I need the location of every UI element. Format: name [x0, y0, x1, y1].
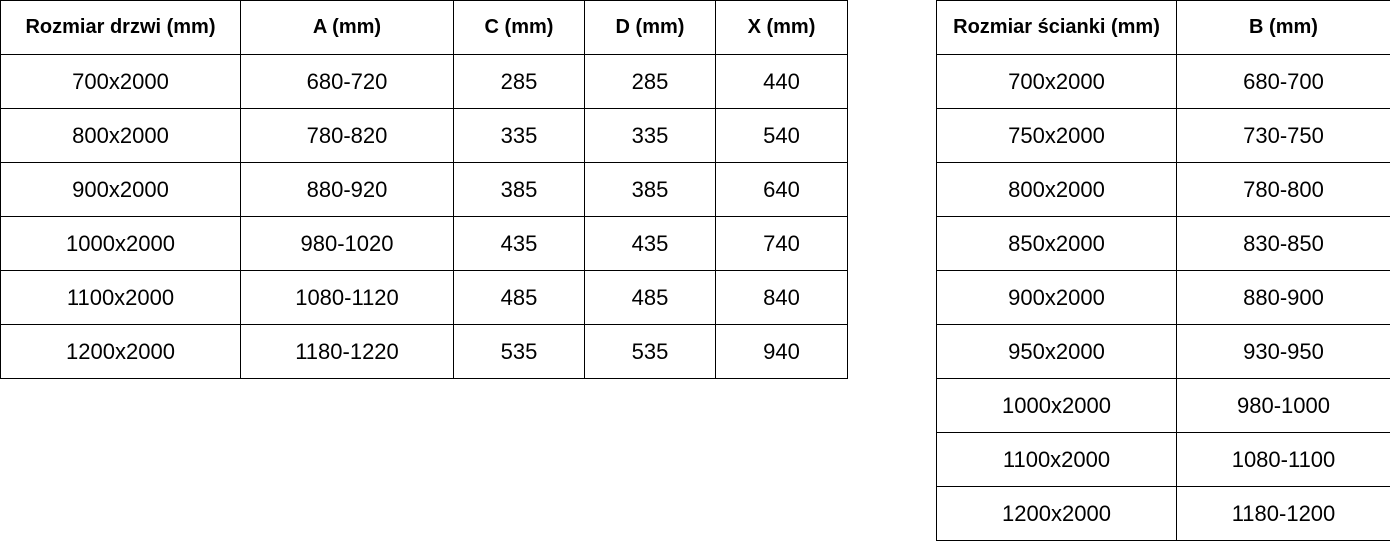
table-cell: 700x2000 [0, 54, 241, 109]
table-cell: 940 [715, 324, 848, 379]
table-row: 800x2000 780-800 [936, 162, 1390, 217]
table-cell: 680-700 [1176, 54, 1390, 109]
table-cell: 540 [715, 108, 848, 163]
table-cell: 900x2000 [936, 270, 1177, 325]
table-row: 800x2000 780-820 335 335 540 [0, 108, 848, 163]
door-sizes-table: Rozmiar drzwi (mm) A (mm) C (mm) D (mm) X (m… [0, 0, 848, 379]
table-cell: 485 [453, 270, 585, 325]
table-cell: 800x2000 [0, 108, 241, 163]
header-row: Rozmiar ścianki (mm) B (mm) [936, 0, 1390, 55]
table-cell: 640 [715, 162, 848, 217]
column-header: X (mm) [715, 0, 848, 55]
table-cell: 980-1020 [240, 216, 454, 271]
table-cell: 1180-1220 [240, 324, 454, 379]
wall-panel-sizes-table: Rozmiar ścianki (mm) B (mm) 700x2000 680-70… [936, 0, 1390, 541]
column-header: A (mm) [240, 0, 454, 55]
table-cell: 440 [715, 54, 848, 109]
header-row: Rozmiar drzwi (mm) A (mm) C (mm) D (mm) X (m… [0, 0, 848, 55]
table-cell: 680-720 [240, 54, 454, 109]
table-cell: 485 [584, 270, 716, 325]
table-cell: 435 [453, 216, 585, 271]
table-cell: 900x2000 [0, 162, 241, 217]
table-cell: 285 [584, 54, 716, 109]
table-cell: 1000x2000 [936, 378, 1177, 433]
table-cell: 840 [715, 270, 848, 325]
table-cell: 980-1000 [1176, 378, 1390, 433]
table-cell: 335 [584, 108, 716, 163]
table-row: 1100x2000 1080-1120 485 485 840 [0, 270, 848, 325]
table-cell: 535 [584, 324, 716, 379]
column-header: Rozmiar drzwi (mm) [0, 0, 241, 55]
table-cell: 1200x2000 [0, 324, 241, 379]
table-row: 900x2000 880-900 [936, 270, 1390, 325]
table-cell: 880-900 [1176, 270, 1390, 325]
table-row: 1200x2000 1180-1200 [936, 486, 1390, 541]
table-cell: 385 [584, 162, 716, 217]
table-cell: 1080-1100 [1176, 432, 1390, 487]
table-cell: 1080-1120 [240, 270, 454, 325]
table-row: 950x2000 930-950 [936, 324, 1390, 379]
table-cell: 830-850 [1176, 216, 1390, 271]
table-row: 850x2000 830-850 [936, 216, 1390, 271]
table-cell: 285 [453, 54, 585, 109]
table-row: 1200x2000 1180-1220 535 535 940 [0, 324, 848, 379]
table-row: 900x2000 880-920 385 385 640 [0, 162, 848, 217]
table-cell: 750x2000 [936, 108, 1177, 163]
column-header: C (mm) [453, 0, 585, 55]
table-cell: 930-950 [1176, 324, 1390, 379]
table-cell: 880-920 [240, 162, 454, 217]
table-cell: 535 [453, 324, 585, 379]
table-row: 1100x2000 1080-1100 [936, 432, 1390, 487]
column-header: D (mm) [584, 0, 716, 55]
table-cell: 335 [453, 108, 585, 163]
table-cell: 1200x2000 [936, 486, 1177, 541]
table-cell: 730-750 [1176, 108, 1390, 163]
table-cell: 800x2000 [936, 162, 1177, 217]
table-cell: 780-800 [1176, 162, 1390, 217]
table-cell: 850x2000 [936, 216, 1177, 271]
table-row: 1000x2000 980-1000 [936, 378, 1390, 433]
table-cell: 700x2000 [936, 54, 1177, 109]
table-cell: 385 [453, 162, 585, 217]
table-cell: 1000x2000 [0, 216, 241, 271]
table-row: 1000x2000 980-1020 435 435 740 [0, 216, 848, 271]
column-header: B (mm) [1176, 0, 1390, 55]
table-cell: 780-820 [240, 108, 454, 163]
table-cell: 1180-1200 [1176, 486, 1390, 541]
table-row: 700x2000 680-700 [936, 54, 1390, 109]
table-cell: 1100x2000 [936, 432, 1177, 487]
table-cell: 1100x2000 [0, 270, 241, 325]
table-row: 700x2000 680-720 285 285 440 [0, 54, 848, 109]
table-cell: 435 [584, 216, 716, 271]
table-cell: 740 [715, 216, 848, 271]
table-cell: 950x2000 [936, 324, 1177, 379]
table-row: 750x2000 730-750 [936, 108, 1390, 163]
column-header: Rozmiar ścianki (mm) [936, 0, 1177, 55]
